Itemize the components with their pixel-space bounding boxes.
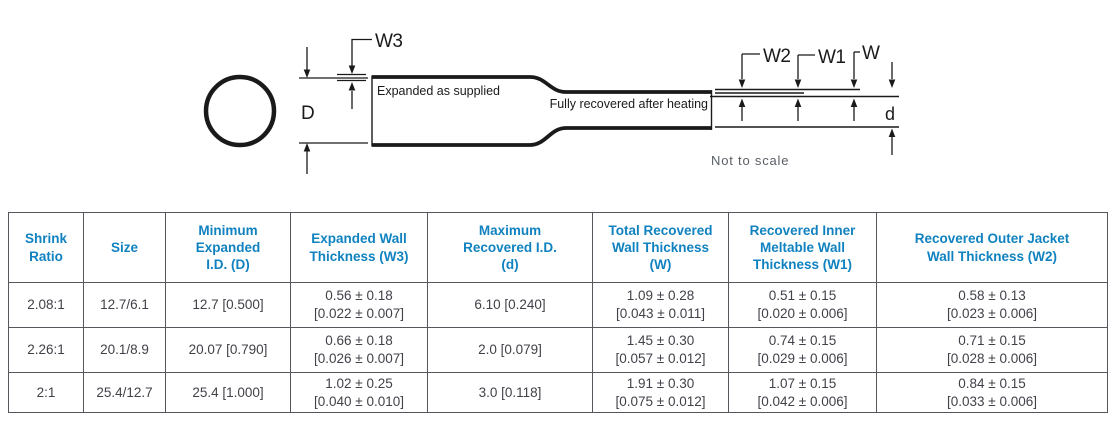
table-cell: 0.74 ± 0.15 [0.029 ± 0.006] [728, 327, 877, 373]
dim-label-w1: W1 [818, 47, 846, 68]
dim-label-recovered-id: d [885, 104, 895, 124]
col-header-total-recovered-wall: Total Recovered Wall Thickness (W) [592, 212, 729, 283]
expanded-as-supplied-label: Expanded as supplied [377, 84, 500, 98]
table-cell: 1.09 ± 0.28 [0.043 ± 0.011] [592, 282, 729, 328]
tubing-dimension-diagram: W3 D Expanded as supplied Fully recovere… [0, 0, 1114, 208]
table-cell: 0.84 ± 0.15 [0.033 ± 0.006] [876, 371, 1108, 414]
not-to-scale-note: Not to scale [711, 153, 789, 168]
col-header-max-recovered-id: Maximum Recovered I.D. (d) [427, 212, 593, 283]
table-row: 2.26:1 20.1/8.9 20.07 [0.790] 0.66 ± 0.1… [8, 327, 1108, 373]
table-cell: 25.4/12.7 [83, 371, 166, 414]
dim-label-expanded-id: D [301, 103, 314, 124]
table-cell: 0.56 ± 0.18 [0.022 ± 0.007] [290, 282, 428, 328]
col-header-min-expanded-id: Minimum Expanded I.D. (D) [165, 212, 291, 283]
tubing-diagram-svg: W3 D Expanded as supplied Fully recovere… [203, 31, 899, 174]
dim-label-w2: W2 [763, 46, 791, 67]
dim-label-w: W [862, 43, 880, 64]
col-header-expanded-wall-thickness: Expanded Wall Thickness (W3) [290, 212, 428, 283]
table-cell: 1.07 ± 0.15 [0.042 ± 0.006] [728, 371, 877, 414]
table-cell: 0.58 ± 0.13 [0.023 ± 0.006] [876, 282, 1108, 328]
fully-recovered-label: Fully recovered after heating [550, 97, 708, 111]
table-cell: 0.66 ± 0.18 [0.026 ± 0.007] [290, 327, 428, 373]
col-header-shrink-ratio: Shrink Ratio [8, 212, 84, 283]
table-cell: 2.08:1 [8, 282, 84, 328]
table-row: 2:1 25.4/12.7 25.4 [1.000] 1.02 ± 0.25 [… [8, 371, 1108, 414]
dimension-lines [299, 38, 899, 174]
table-cell: 2.0 [0.079] [427, 327, 593, 373]
cross-section-circle [203, 74, 277, 148]
table-row: 2.08:1 12.7/6.1 12.7 [0.500] 0.56 ± 0.18… [8, 282, 1108, 328]
table-cell: 1.91 ± 0.30 [0.075 ± 0.012] [592, 371, 729, 414]
col-header-inner-meltable-wall: Recovered Inner Meltable Wall Thickness … [728, 212, 877, 283]
table-header-row: Shrink Ratio Size Minimum Expanded I.D. … [8, 212, 1108, 283]
table-cell: 3.0 [0.118] [427, 371, 593, 414]
tube-bottom-edge [372, 126, 712, 147]
dim-label-w3: W3 [375, 31, 403, 52]
spec-table: Shrink Ratio Size Minimum Expanded I.D. … [8, 212, 1108, 414]
col-header-outer-jacket-wall: Recovered Outer Jacket Wall Thickness (W… [876, 212, 1108, 283]
col-header-size: Size [83, 212, 166, 283]
table-cell: 25.4 [1.000] [165, 371, 291, 414]
table-cell: 0.51 ± 0.15 [0.020 ± 0.006] [728, 282, 877, 328]
table-cell: 1.45 ± 0.30 [0.057 ± 0.012] [592, 327, 729, 373]
tube-top-edge [372, 75, 712, 94]
table-cell: 20.1/8.9 [83, 327, 166, 373]
dimension-arrowheads [303, 65, 896, 152]
table-cell: 12.7/6.1 [83, 282, 166, 328]
table-cell: 12.7 [0.500] [165, 282, 291, 328]
table-cell: 20.07 [0.790] [165, 327, 291, 373]
table-cell: 0.71 ± 0.15 [0.028 ± 0.006] [876, 327, 1108, 373]
table-cell: 6.10 [0.240] [427, 282, 593, 328]
table-cell: 1.02 ± 0.25 [0.040 ± 0.010] [290, 371, 428, 414]
table-cell: 2.26:1 [8, 327, 84, 373]
table-cell: 2:1 [8, 371, 84, 414]
